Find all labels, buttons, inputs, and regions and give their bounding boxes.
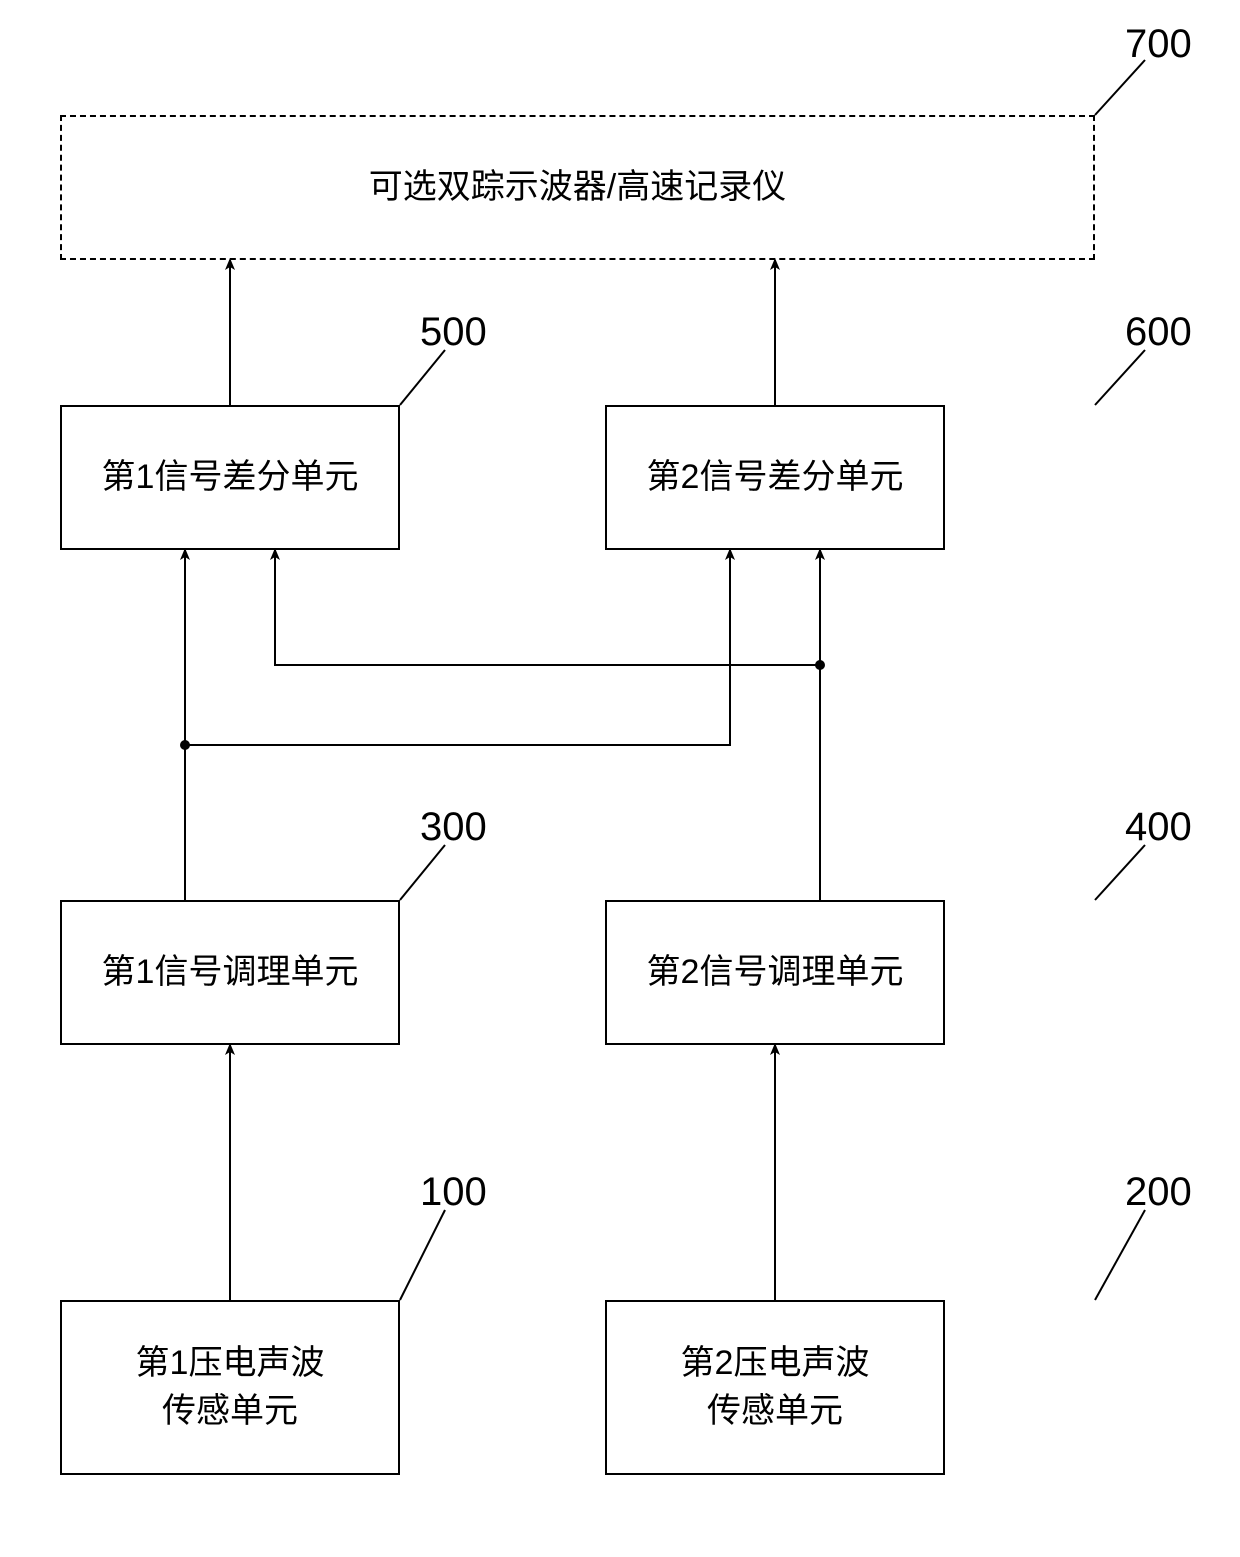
node-100-sensor-1: 第1压电声波传感单元 — [60, 1300, 400, 1475]
node-100-label: 第1压电声波传感单元 — [136, 1340, 325, 1435]
node-300-label: 第1信号调理单元 — [102, 949, 359, 997]
ref-300: 300 — [420, 805, 487, 850]
node-200-label: 第2压电声波传感单元 — [681, 1340, 870, 1435]
node-200-sensor-2: 第2压电声波传感单元 — [605, 1300, 945, 1475]
ref-100: 100 — [420, 1170, 487, 1215]
node-300-cond-unit-1: 第1信号调理单元 — [60, 900, 400, 1045]
ref-700: 700 — [1125, 22, 1192, 67]
node-500-label: 第1信号差分单元 — [102, 454, 359, 502]
node-400-cond-unit-2: 第2信号调理单元 — [605, 900, 945, 1045]
node-600-label: 第2信号差分单元 — [647, 454, 904, 502]
node-400-label: 第2信号调理单元 — [647, 949, 904, 997]
node-600-diff-unit-2: 第2信号差分单元 — [605, 405, 945, 550]
ref-500: 500 — [420, 310, 487, 355]
node-700-oscilloscope: 可选双踪示波器/高速记录仪 — [60, 115, 1095, 260]
node-700-label: 可选双踪示波器/高速记录仪 — [369, 164, 786, 212]
ref-600: 600 — [1125, 310, 1192, 355]
node-500-diff-unit-1: 第1信号差分单元 — [60, 405, 400, 550]
block-diagram: 可选双踪示波器/高速记录仪 700 第1信号差分单元 500 第2信号差分单元 … — [0, 0, 1240, 1557]
ref-400: 400 — [1125, 805, 1192, 850]
ref-200: 200 — [1125, 1170, 1192, 1215]
